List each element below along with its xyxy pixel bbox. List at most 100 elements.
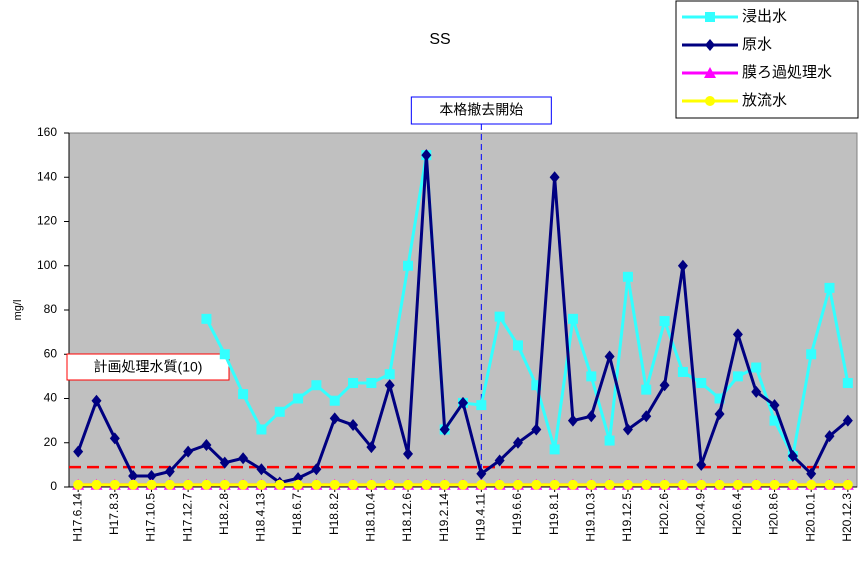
marker — [787, 479, 798, 490]
marker — [421, 479, 432, 490]
x-tick-label: H20.12.3 — [840, 493, 854, 542]
x-tick-label: H17.10.5 — [144, 493, 158, 542]
marker — [329, 412, 340, 425]
y-tick-label: 120 — [37, 214, 57, 228]
marker — [512, 436, 523, 449]
legend-label: 膜ろ過処理水 — [742, 64, 832, 81]
legend-label: 放流水 — [742, 92, 787, 109]
marker — [622, 271, 633, 282]
marker — [311, 463, 322, 476]
marker — [274, 479, 285, 490]
marker — [549, 479, 560, 490]
x-tick-label: H19.6.6 — [510, 493, 524, 535]
marker — [586, 479, 597, 490]
x-tick-label: H19.4.11 — [473, 493, 487, 541]
marker — [384, 379, 395, 392]
marker — [219, 349, 230, 360]
marker — [256, 424, 267, 435]
marker — [238, 479, 249, 490]
marker — [403, 447, 414, 460]
marker — [824, 430, 835, 443]
y-tick-label: 0 — [50, 479, 57, 493]
marker — [293, 393, 304, 404]
marker — [219, 456, 230, 469]
y-tick-label: 60 — [44, 346, 58, 360]
marker — [439, 479, 450, 490]
marker — [751, 479, 762, 490]
x-tick-label: H18.4.13 — [254, 493, 268, 542]
marker — [403, 260, 414, 271]
marker — [714, 479, 725, 490]
marker — [531, 380, 542, 391]
x-tick-label: H18.6.7 — [290, 493, 304, 535]
marker — [714, 407, 725, 420]
x-tick-label: H19.12.5 — [620, 493, 634, 542]
marker — [769, 415, 780, 426]
x-tick-label: H17.6.14 — [70, 493, 84, 542]
marker — [91, 394, 102, 407]
marker — [806, 467, 817, 480]
marker — [219, 479, 230, 490]
marker — [549, 444, 560, 455]
marker — [641, 479, 652, 490]
marker — [696, 458, 707, 471]
marker — [183, 479, 194, 490]
marker — [512, 340, 523, 351]
marker — [842, 414, 853, 427]
marker — [705, 12, 715, 22]
marker — [677, 479, 688, 490]
x-tick-label: H17.12.7 — [180, 493, 194, 542]
x-tick-label: H18.12.6 — [400, 493, 414, 542]
marker — [458, 479, 468, 490]
marker — [164, 479, 175, 490]
marker — [164, 465, 175, 478]
marker — [696, 378, 707, 389]
marker — [274, 406, 285, 417]
marker — [91, 479, 102, 490]
marker — [329, 479, 340, 490]
marker — [476, 400, 487, 411]
marker — [704, 67, 716, 78]
marker — [403, 479, 414, 490]
marker — [146, 469, 157, 482]
marker — [622, 479, 633, 490]
x-tick-label: H19.2.14 — [437, 493, 451, 542]
marker — [567, 414, 578, 427]
marker — [348, 419, 359, 432]
marker — [329, 395, 340, 406]
y-tick-label: 80 — [44, 302, 58, 316]
marker — [604, 350, 615, 363]
marker — [622, 423, 633, 436]
marker — [201, 479, 212, 490]
marker — [366, 479, 377, 490]
marker — [512, 479, 523, 490]
x-tick-label: H20.8.6 — [767, 493, 781, 535]
marker — [439, 423, 450, 436]
marker — [604, 435, 615, 446]
marker — [311, 380, 322, 391]
marker — [494, 454, 505, 467]
marker — [751, 385, 762, 398]
marker — [659, 479, 670, 490]
marker — [128, 469, 139, 482]
y-tick-label: 40 — [44, 391, 58, 405]
marker — [366, 378, 377, 389]
marker — [183, 445, 194, 458]
marker — [806, 479, 817, 490]
marker — [696, 479, 707, 490]
marker — [256, 463, 267, 476]
marker — [256, 479, 267, 490]
x-tick-label: H20.2.6 — [657, 493, 671, 535]
y-tick-label: 160 — [37, 125, 57, 139]
marker — [201, 438, 212, 451]
marker — [238, 452, 249, 465]
marker — [494, 311, 505, 322]
marker — [73, 479, 84, 490]
x-tick-label: H20.4.9 — [693, 493, 707, 535]
marker — [348, 479, 359, 490]
marker — [531, 479, 542, 490]
marker — [586, 410, 597, 423]
marker — [348, 378, 359, 389]
marker — [201, 313, 212, 324]
